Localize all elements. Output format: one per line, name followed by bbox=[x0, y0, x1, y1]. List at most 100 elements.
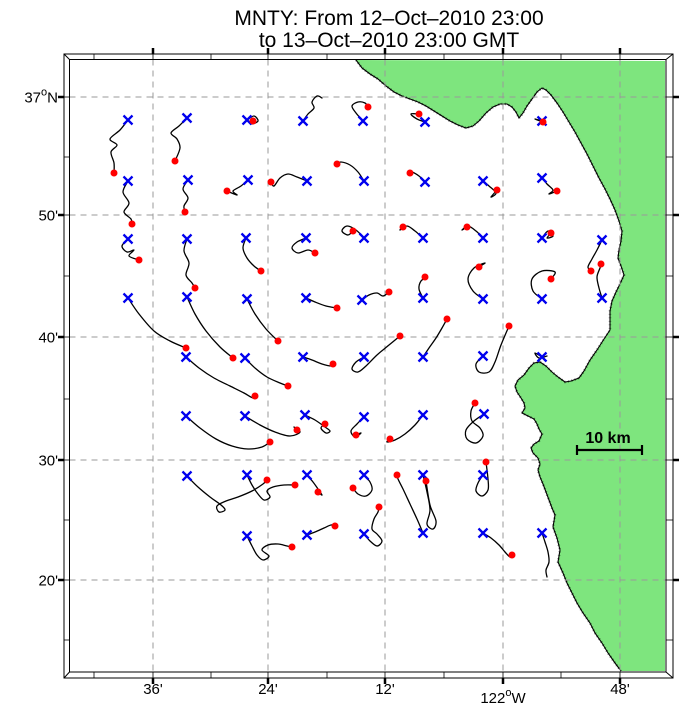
drifter-track bbox=[304, 414, 331, 434]
drifter-end-dot bbox=[333, 304, 341, 312]
drifter-end-dot bbox=[547, 275, 555, 283]
drifter-end-dot bbox=[182, 344, 190, 352]
drifter-start-x bbox=[419, 116, 431, 128]
drifter-start-x bbox=[358, 411, 370, 423]
drifter-start-x bbox=[477, 175, 489, 187]
drifter-start-x bbox=[536, 232, 548, 244]
drifter-start-x bbox=[477, 232, 489, 244]
drifter-end-dot bbox=[406, 169, 414, 177]
scalebar-layer: 10 km bbox=[575, 430, 644, 455]
drifter-end-dot bbox=[421, 273, 429, 281]
drifter-start-x bbox=[356, 294, 368, 306]
tick-label-layer: 36' 24' 12' 122oW 48' 37oN 50' 40' 30' 20' bbox=[24, 87, 630, 708]
drifter-track bbox=[185, 356, 256, 399]
drifter-end-dot bbox=[475, 263, 483, 271]
drifter-track bbox=[244, 357, 289, 387]
drifter-end-dot bbox=[110, 169, 118, 177]
drifter-start-x bbox=[240, 232, 252, 244]
drifter-start-x bbox=[536, 527, 548, 539]
drifter-start-x bbox=[300, 232, 312, 244]
drifter-start-x bbox=[417, 351, 429, 363]
drifter-start-x bbox=[301, 529, 313, 541]
drifter-end-dot bbox=[349, 227, 357, 235]
drifter-start-x bbox=[417, 527, 429, 539]
drifter-start-x bbox=[301, 175, 313, 187]
drifter-end-dot bbox=[399, 223, 407, 231]
drifter-end-dot bbox=[191, 284, 199, 292]
trajectory-layer bbox=[109, 95, 608, 578]
drifter-start-x bbox=[299, 409, 311, 421]
drifter-start-x bbox=[239, 352, 251, 364]
drifter-end-dot bbox=[547, 229, 555, 237]
drifter-end-dot bbox=[331, 522, 339, 530]
drifter-start-x bbox=[181, 291, 193, 303]
drifter-track bbox=[182, 179, 189, 213]
drifter-end-dot bbox=[249, 117, 257, 125]
drifter-end-dot bbox=[587, 267, 595, 275]
drifter-track bbox=[291, 237, 316, 254]
drifter-end-dot bbox=[385, 288, 393, 296]
drifter-track bbox=[541, 230, 554, 239]
drifter-start-x bbox=[181, 112, 193, 124]
drifter-track bbox=[530, 269, 556, 300]
drifter-track bbox=[341, 225, 365, 239]
drifter-end-dot bbox=[181, 208, 189, 216]
frame-inner bbox=[69, 59, 667, 673]
drifter-start-x bbox=[358, 469, 370, 481]
y-tick-label: 40' bbox=[38, 330, 58, 347]
drifter-track bbox=[475, 325, 510, 374]
drifter-start-x bbox=[301, 469, 313, 481]
y-tick-label: 50' bbox=[38, 208, 58, 225]
drifter-track bbox=[596, 263, 603, 299]
drifter-track bbox=[121, 238, 140, 261]
drifter-track bbox=[302, 95, 323, 122]
drifter-track bbox=[351, 335, 401, 373]
drifter-track bbox=[350, 416, 365, 438]
drifter-end-dot bbox=[396, 332, 404, 340]
figure-title-line2: to 13–Oct–2010 23:00 GMT bbox=[259, 29, 519, 52]
drifter-track bbox=[246, 474, 296, 501]
drifter-end-dot bbox=[314, 488, 322, 496]
x-tick-label: 122oW bbox=[480, 687, 526, 707]
drifter-end-dot bbox=[266, 438, 274, 446]
drifter-track bbox=[351, 101, 369, 122]
drifter-track bbox=[183, 238, 196, 289]
drifter-start-x bbox=[241, 114, 253, 126]
drifter-track bbox=[246, 298, 279, 342]
drifter-end-dot bbox=[364, 103, 372, 111]
drifter-end-dot bbox=[352, 431, 360, 439]
x-tick-label: 24' bbox=[258, 681, 278, 698]
drifter-track bbox=[467, 262, 486, 300]
drifter-start-x bbox=[122, 233, 134, 245]
drifter-end-dot bbox=[386, 435, 394, 443]
drifter-track bbox=[464, 402, 485, 444]
drifter-start-x bbox=[358, 175, 370, 187]
drifter-start-x bbox=[122, 292, 134, 304]
drifter-end-dot bbox=[333, 160, 341, 168]
drifter-start-x bbox=[477, 350, 489, 362]
drifter-end-dot bbox=[443, 315, 451, 323]
drifter-start-x bbox=[182, 174, 194, 186]
drifter-start-x bbox=[122, 175, 134, 187]
drifter-start-x bbox=[478, 408, 490, 420]
drifter-start-x bbox=[417, 232, 429, 244]
drifter-end-dot bbox=[251, 392, 259, 400]
drifter-end-dot bbox=[135, 256, 143, 264]
drifter-track bbox=[352, 474, 373, 497]
drifter-start-x bbox=[181, 233, 193, 245]
drifter-start-x bbox=[297, 351, 309, 363]
drifter-track bbox=[246, 535, 293, 561]
drifter-track bbox=[109, 119, 129, 174]
drifter-end-dot bbox=[393, 471, 401, 479]
frame-outer bbox=[63, 53, 674, 679]
drifter-start-x bbox=[122, 114, 134, 126]
drifter-track bbox=[541, 532, 550, 578]
drifter-start-x bbox=[300, 292, 312, 304]
drifter-track bbox=[244, 415, 301, 437]
drifter-track bbox=[185, 415, 271, 450]
drifter-start-x bbox=[180, 410, 192, 422]
x-tick-label: 36' bbox=[143, 681, 163, 698]
drifter-end-dot bbox=[553, 187, 561, 195]
drifter-end-dot bbox=[311, 249, 319, 257]
